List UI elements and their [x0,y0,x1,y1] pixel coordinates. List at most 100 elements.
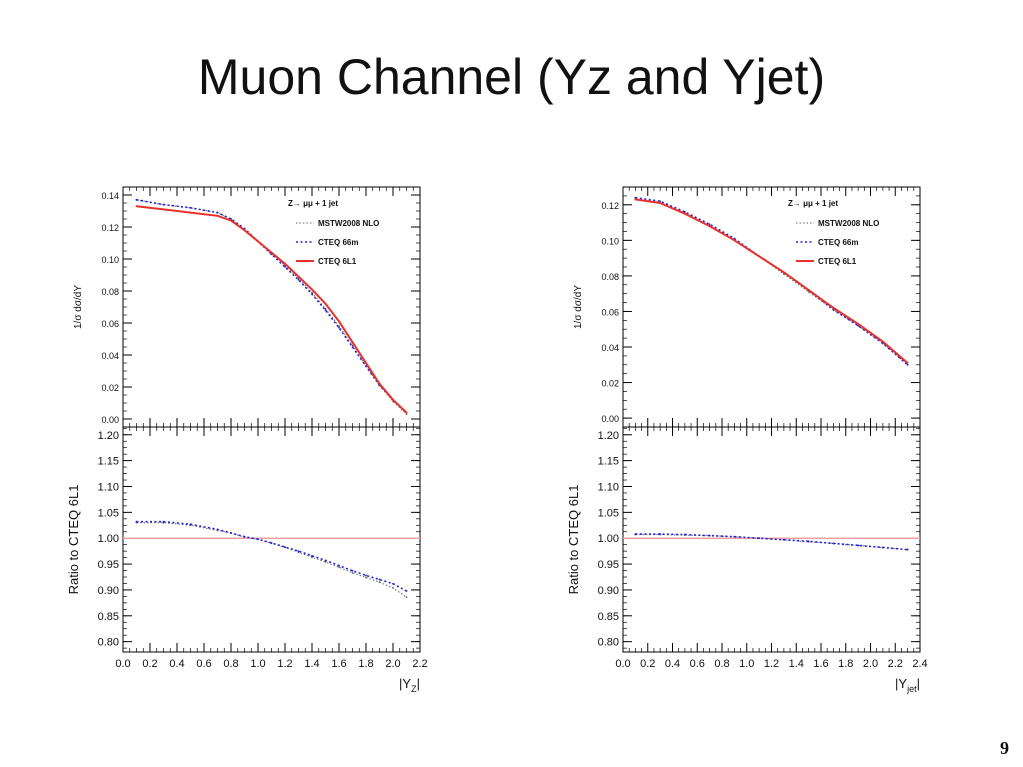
top-point-cteq6l1 [758,255,760,257]
top-point-cteq6l1 [298,276,300,278]
ratio-point-cteq66 [392,583,394,585]
top-ytick-label: 0.02 [601,379,619,389]
top-point-cteq66 [136,199,138,201]
ratio-point-cteq66 [352,570,354,572]
top-ytick-label: 0.04 [101,351,119,361]
top-point-cteq6l1 [136,205,138,207]
ratio-ytick-label: 0.95 [98,559,119,571]
ratio-ytick-label: 0.90 [598,585,619,597]
legend-title: Z→ μμ + 1 jet [788,199,838,208]
ratio-point-cteq66 [379,579,381,581]
top-ylabel: 1/σ dσ/dY [73,285,84,329]
legend-entry: CTEQ 6L1 [318,257,357,266]
ratio-ytick-label: 1.20 [98,430,119,442]
top-point-cteq6l1 [352,341,354,343]
xtick-label: 0.6 [196,658,211,670]
top-point-cteq66 [190,207,192,209]
ratio-point-mstw [379,581,381,583]
ratio-frame [123,427,420,652]
ratio-point-cteq66 [733,536,735,538]
top-point-cteq6l1 [659,202,661,204]
top-ytick-label: 0.08 [601,272,619,282]
xtick-label: 1.6 [813,658,828,670]
ratio-point-mstw [392,587,394,589]
x-axis-title: |YZ| [399,676,420,694]
top-point-cteq6l1 [832,307,834,309]
legend-entry: CTEQ 66m [818,238,858,247]
xtick-label: 1.2 [764,658,779,670]
ratio-ylabel: Ratio to CTEQ 6L1 [66,485,81,595]
top-ytick-label: 0.06 [601,307,619,317]
legend-entry: MSTW2008 NLO [818,219,879,228]
top-point-mstw [406,413,408,415]
ratio-point-cteq66 [325,560,327,562]
top-point-cteq66 [325,309,327,311]
ratio-point-cteq66 [832,542,834,544]
ratio-ytick-label: 1.00 [98,533,119,545]
ratio-point-cteq66 [257,538,259,540]
ratio-ytick-label: 1.05 [98,507,119,519]
xtick-label: 1.6 [331,658,346,670]
top-point-cteq6l1 [338,321,340,323]
top-point-cteq66 [907,364,909,366]
top-point-cteq6l1 [311,289,313,291]
ratio-ylabel: Ratio to CTEQ 6L1 [566,485,581,595]
top-point-cteq6l1 [406,412,408,414]
ratio-point-cteq66 [136,521,138,523]
top-point-cteq6l1 [257,241,259,243]
top-ytick-label: 0.08 [101,287,119,297]
top-point-cteq6l1 [379,383,381,385]
xtick-label: 2.0 [385,658,400,670]
ratio-ytick-label: 1.00 [598,533,619,545]
top-point-cteq6l1 [325,303,327,305]
ratio-series-cteq66 [137,522,407,591]
ratio-ytick-label: 0.80 [98,637,119,649]
top-point-cteq66 [352,346,354,348]
top-point-cteq6l1 [709,225,711,227]
legend-entry: CTEQ 66m [318,238,358,247]
top-point-cteq6l1 [230,220,232,222]
top-ytick-label: 0.06 [101,319,119,329]
xtick-label: 1.8 [838,658,853,670]
ratio-point-cteq66 [758,537,760,539]
slide-title: Muon Channel (Yz and Yjet) [0,48,1023,106]
top-ytick-label: 0.12 [101,223,119,233]
xtick-label: 1.4 [304,658,319,670]
ratio-point-cteq66 [284,546,286,548]
top-ylabel: 1/σ dσ/dY [573,285,584,329]
ratio-ytick-label: 0.85 [598,611,619,623]
ratio-ytick-label: 1.10 [598,481,619,493]
ratio-point-cteq66 [659,533,661,535]
xtick-label: 1.4 [789,658,804,670]
top-point-cteq66 [338,327,340,329]
top-point-cteq6l1 [392,399,394,401]
top-point-cteq6l1 [284,263,286,265]
xtick-label: 2.4 [912,658,927,670]
ratio-point-mstw [352,572,354,574]
xtick-label: 0.8 [714,658,729,670]
page-number: 9 [1000,738,1009,759]
ratio-point-mstw [338,566,340,568]
legend-title: Z→ μμ + 1 jet [288,199,338,208]
top-point-cteq6l1 [684,213,686,215]
xtick-label: 0.0 [615,658,630,670]
top-point-cteq6l1 [217,215,219,217]
ratio-point-cteq66 [298,550,300,552]
ratio-ytick-label: 0.80 [598,637,619,649]
ratio-ytick-label: 1.10 [98,481,119,493]
ratio-ytick-label: 0.90 [98,585,119,597]
top-point-cteq66 [298,279,300,281]
top-point-cteq66 [311,293,313,295]
top-point-cteq6l1 [882,341,884,343]
ratio-ytick-label: 1.05 [598,507,619,519]
top-ytick-label: 0.00 [601,414,619,424]
xtick-label: 2.0 [863,658,878,670]
xtick-label: 0.4 [665,658,680,670]
x-axis-title: |Yjet| [895,676,920,694]
top-series-cteq6l1 [137,206,407,412]
top-ytick-label: 0.02 [101,383,119,393]
top-point-cteq6l1 [733,239,735,241]
ratio-point-cteq66 [709,535,711,537]
ratio-ytick-label: 0.95 [598,559,619,571]
top-point-cteq6l1 [365,362,367,364]
